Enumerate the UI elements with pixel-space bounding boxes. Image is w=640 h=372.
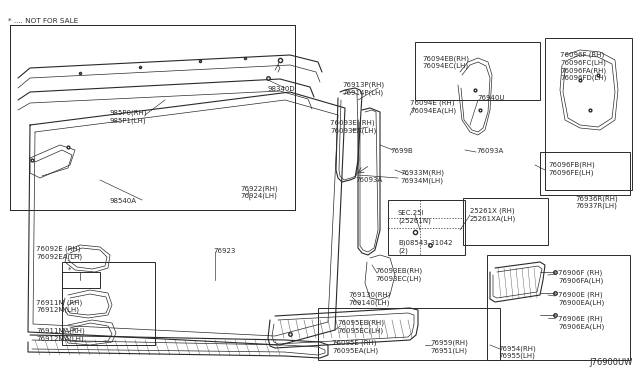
Text: 985P0(RH)
985P1(LH): 985P0(RH) 985P1(LH) <box>110 110 147 124</box>
Text: 769130(RH)
769140(LH): 769130(RH) 769140(LH) <box>348 292 390 306</box>
Text: 76913P(RH)
76914P(LH): 76913P(RH) 76914P(LH) <box>342 82 384 96</box>
Text: SEC.25I
(25261N): SEC.25I (25261N) <box>398 210 431 224</box>
Text: 76923: 76923 <box>213 248 236 254</box>
Text: 76094E (RH)
76094EA(LH): 76094E (RH) 76094EA(LH) <box>410 100 456 114</box>
Bar <box>62 272 100 288</box>
Text: 76911M (RH)
76912M(LH): 76911M (RH) 76912M(LH) <box>36 299 83 313</box>
Bar <box>10 25 295 210</box>
Bar <box>540 152 630 195</box>
Bar <box>487 255 630 360</box>
Text: 76954(RH)
76955(LH): 76954(RH) 76955(LH) <box>498 345 536 359</box>
Bar <box>388 200 465 255</box>
Bar <box>415 42 540 100</box>
Text: * .... NOT FOR SALE: * .... NOT FOR SALE <box>8 18 78 24</box>
Text: 25261X (RH)
25261XA(LH): 25261X (RH) 25261XA(LH) <box>470 208 516 222</box>
Text: 7699B: 7699B <box>390 148 413 154</box>
Text: 76959(RH)
76951(LH): 76959(RH) 76951(LH) <box>430 340 468 354</box>
Text: 76906F (RH)
76906FA(LH): 76906F (RH) 76906FA(LH) <box>558 270 604 284</box>
Bar <box>62 262 155 345</box>
Text: 76933M(RH)
76934M(LH): 76933M(RH) 76934M(LH) <box>400 170 444 184</box>
Text: *: * <box>68 267 72 273</box>
Text: 76096F (RH)
76096FC(LH)
76096FA(RH)
76096FD(LH): 76096F (RH) 76096FC(LH) 76096FA(RH) 7609… <box>560 52 606 81</box>
Text: 76911MA(RH)
76912MA(LH): 76911MA(RH) 76912MA(LH) <box>36 328 84 342</box>
Bar <box>318 308 500 360</box>
Text: 98540A: 98540A <box>110 198 137 204</box>
Text: 76093EB(RH)
76093EC(LH): 76093EB(RH) 76093EC(LH) <box>375 268 422 282</box>
Bar <box>545 38 632 190</box>
Text: 76936R(RH)
76937R(LH): 76936R(RH) 76937R(LH) <box>575 195 618 209</box>
Text: 76940U: 76940U <box>477 95 504 101</box>
Bar <box>10 25 295 210</box>
Text: B)08543-31042
(2): B)08543-31042 (2) <box>398 240 452 254</box>
Text: 76092E (RH)
76092EA(LH): 76092E (RH) 76092EA(LH) <box>36 246 82 260</box>
Bar <box>463 198 548 245</box>
Text: 76093A: 76093A <box>355 177 382 183</box>
Text: 76095EB(RH)
76095EC(LH): 76095EB(RH) 76095EC(LH) <box>337 320 384 334</box>
Text: 76094EB(RH)
76094EC(LH): 76094EB(RH) 76094EC(LH) <box>422 55 469 69</box>
Text: 76096FB(RH)
76096FE(LH): 76096FB(RH) 76096FE(LH) <box>548 162 595 176</box>
Text: 98340D: 98340D <box>268 86 296 92</box>
Text: 76093E (RH)
76093EA(LH): 76093E (RH) 76093EA(LH) <box>330 120 376 134</box>
Text: 76922(RH)
76924(LH): 76922(RH) 76924(LH) <box>240 185 278 199</box>
Text: 76900E (RH)
76900EA(LH): 76900E (RH) 76900EA(LH) <box>558 292 604 306</box>
Text: J76900UW: J76900UW <box>589 358 632 367</box>
Text: 76095E (RH)
76095EA(LH): 76095E (RH) 76095EA(LH) <box>332 340 378 354</box>
Text: 76093A: 76093A <box>476 148 503 154</box>
Text: 76906E (RH)
76906EA(LH): 76906E (RH) 76906EA(LH) <box>558 316 604 330</box>
